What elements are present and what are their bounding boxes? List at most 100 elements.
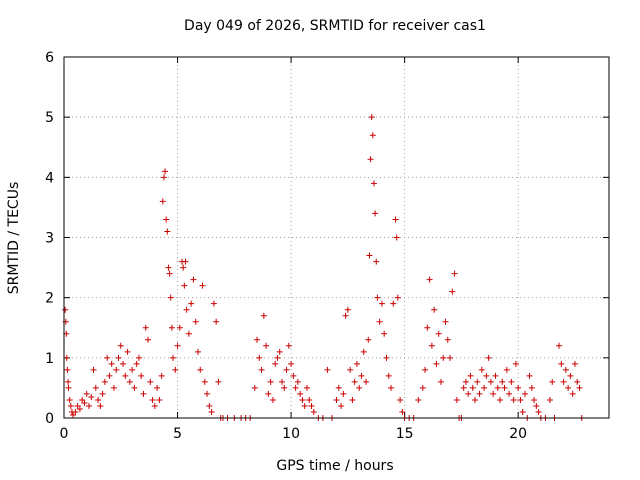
data-point [360, 348, 367, 355]
y-tick-label: 3 [45, 231, 54, 247]
data-point [208, 408, 215, 415]
data-point [388, 384, 394, 391]
data-point [97, 402, 104, 409]
data-point [285, 342, 292, 349]
x-axis-label: GPS time / hours [276, 458, 393, 474]
data-point [260, 312, 267, 319]
data-point [79, 396, 86, 403]
data-point [151, 402, 158, 409]
data-point [138, 372, 145, 379]
data-point [381, 330, 388, 337]
data-point [565, 384, 572, 391]
data-point [72, 408, 79, 415]
data-point [324, 366, 331, 373]
grid-lines [64, 57, 609, 418]
data-point [129, 366, 136, 373]
data-point [158, 372, 165, 379]
data-point [349, 396, 356, 403]
data-point [251, 384, 258, 391]
data-point [365, 336, 372, 343]
data-point [383, 354, 390, 361]
data-point [106, 372, 113, 379]
data-point [83, 390, 90, 397]
data-point [147, 378, 154, 385]
data-point [521, 390, 528, 397]
data-point [399, 408, 406, 415]
data-point [115, 354, 122, 361]
data-point [65, 378, 72, 385]
y-tick-label: 4 [45, 170, 54, 186]
data-point [108, 360, 115, 367]
data-point [449, 288, 456, 295]
data-point [126, 378, 133, 385]
data-point [74, 402, 81, 409]
data-point [426, 276, 433, 283]
data-point [370, 180, 377, 187]
data-point [292, 384, 299, 391]
data-point [88, 393, 95, 400]
data-point [393, 234, 400, 241]
data-point [356, 384, 363, 391]
data-point [182, 258, 189, 265]
data-point [499, 378, 506, 385]
x-tick-label: 10 [282, 426, 300, 442]
data-point [440, 354, 447, 361]
data-point [63, 354, 70, 361]
data-point [174, 342, 181, 349]
data-point [210, 300, 217, 307]
data-point [335, 384, 342, 391]
data-point [444, 336, 451, 343]
data-point [351, 378, 358, 385]
data-point [276, 348, 283, 355]
data-point [122, 372, 129, 379]
data-point [574, 378, 581, 385]
data-point [447, 354, 454, 361]
data-point [159, 198, 166, 205]
data-point [215, 378, 222, 385]
data-point [180, 264, 187, 271]
data-point [299, 396, 306, 403]
data-point [460, 384, 467, 391]
data-point [301, 402, 308, 409]
data-point [503, 366, 510, 373]
data-point [419, 384, 426, 391]
plot-frame [63, 56, 610, 419]
data-point [358, 372, 365, 379]
data-point [166, 270, 173, 277]
x-tick-label: 5 [173, 426, 182, 442]
data-point [160, 174, 167, 181]
data-point [435, 330, 442, 337]
data-point [487, 378, 494, 385]
data-point [433, 360, 440, 367]
data-point [120, 360, 127, 367]
data-point [149, 396, 156, 403]
data-point [510, 396, 517, 403]
data-point [376, 318, 383, 325]
y-tick-label: 5 [45, 110, 54, 126]
data-point [506, 390, 513, 397]
data-point [397, 396, 404, 403]
data-point [267, 378, 274, 385]
data-point [390, 300, 397, 307]
data-point [431, 306, 438, 313]
data-point [131, 384, 138, 391]
data-point [297, 390, 304, 397]
data-point [560, 378, 567, 385]
data-point [501, 384, 508, 391]
data-point [81, 399, 88, 406]
data-point [562, 366, 569, 373]
data-point [367, 156, 374, 163]
x-tick-label: 20 [509, 426, 527, 442]
data-point [533, 402, 540, 409]
data-point [490, 390, 497, 397]
data-point [576, 384, 583, 391]
data-point [472, 396, 479, 403]
data-point [453, 396, 460, 403]
data-point [167, 294, 174, 301]
data-point [512, 360, 519, 367]
data-point [181, 282, 188, 289]
data-point [269, 396, 276, 403]
data-point [92, 384, 99, 391]
data-point [162, 168, 169, 175]
data-point [338, 402, 345, 409]
